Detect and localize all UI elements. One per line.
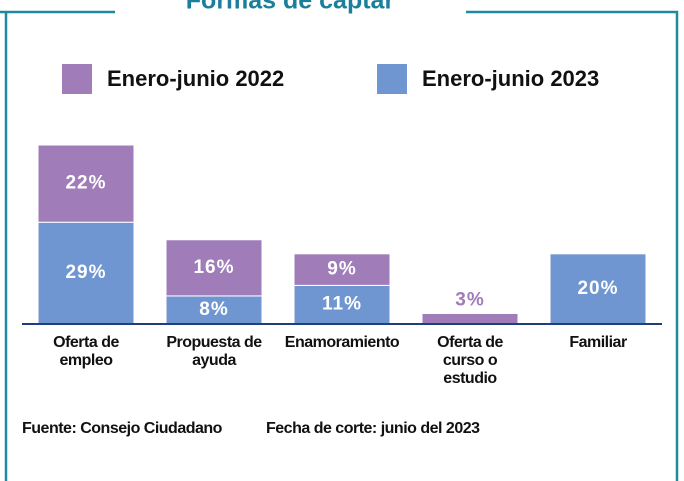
source: Fuente: Consejo Ciudadano [22, 420, 222, 437]
frame [0, 10, 679, 481]
legend-swatch [377, 64, 407, 94]
bar-segment [549, 253, 647, 325]
value-label: 16% [193, 257, 234, 278]
x-tick-label: Propuesta de ayuda [166, 334, 262, 369]
x-tick-label: Enamoramiento [284, 334, 400, 351]
bar-segment [293, 253, 391, 286]
value-label: 22% [65, 173, 106, 194]
value-label: 11% [322, 294, 362, 315]
legend-swatch [62, 64, 92, 94]
bar-segment [37, 144, 135, 223]
legend-label: Enero-junio 2023 [422, 66, 599, 91]
value-label: 8% [199, 299, 228, 320]
date-note: Fecha de corte: junio del 2023 [266, 420, 480, 437]
bar-segment [421, 312, 519, 325]
legend-label: Enero-junio 2022 [107, 66, 284, 91]
x-tick-label: Oferta de curso o estudio [437, 334, 503, 387]
x-tick-label: Oferta de empleo [53, 334, 119, 369]
x-tick-label: Familiar [569, 334, 627, 351]
value-label: 3% [455, 289, 484, 310]
chart-title: Formas de captar [186, 0, 395, 15]
value-label: 20% [577, 278, 618, 299]
value-label: 29% [65, 262, 106, 283]
bar-segment [165, 295, 263, 325]
value-label: 9% [327, 259, 356, 280]
bar-segment [37, 221, 135, 325]
bar-segment [165, 239, 263, 297]
